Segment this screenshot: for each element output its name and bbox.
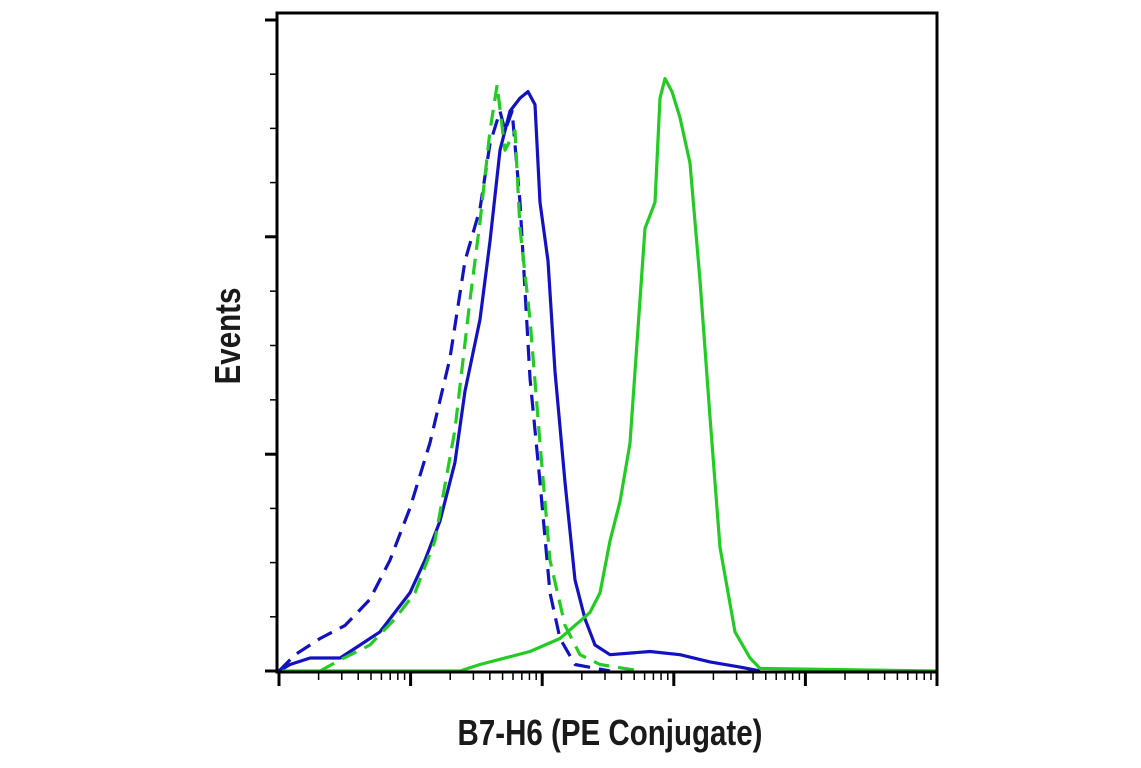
series-green-dashed	[319, 83, 641, 673]
series-blue-dashed	[277, 109, 611, 673]
series-green-solid	[279, 77, 938, 673]
series-group	[277, 77, 938, 673]
series-blue-solid	[278, 90, 761, 673]
x-axis-label: B7-H6 (PE Conjugate)	[458, 712, 763, 752]
y-axis-label: Events	[207, 288, 247, 385]
plot-frame	[275, 11, 939, 674]
